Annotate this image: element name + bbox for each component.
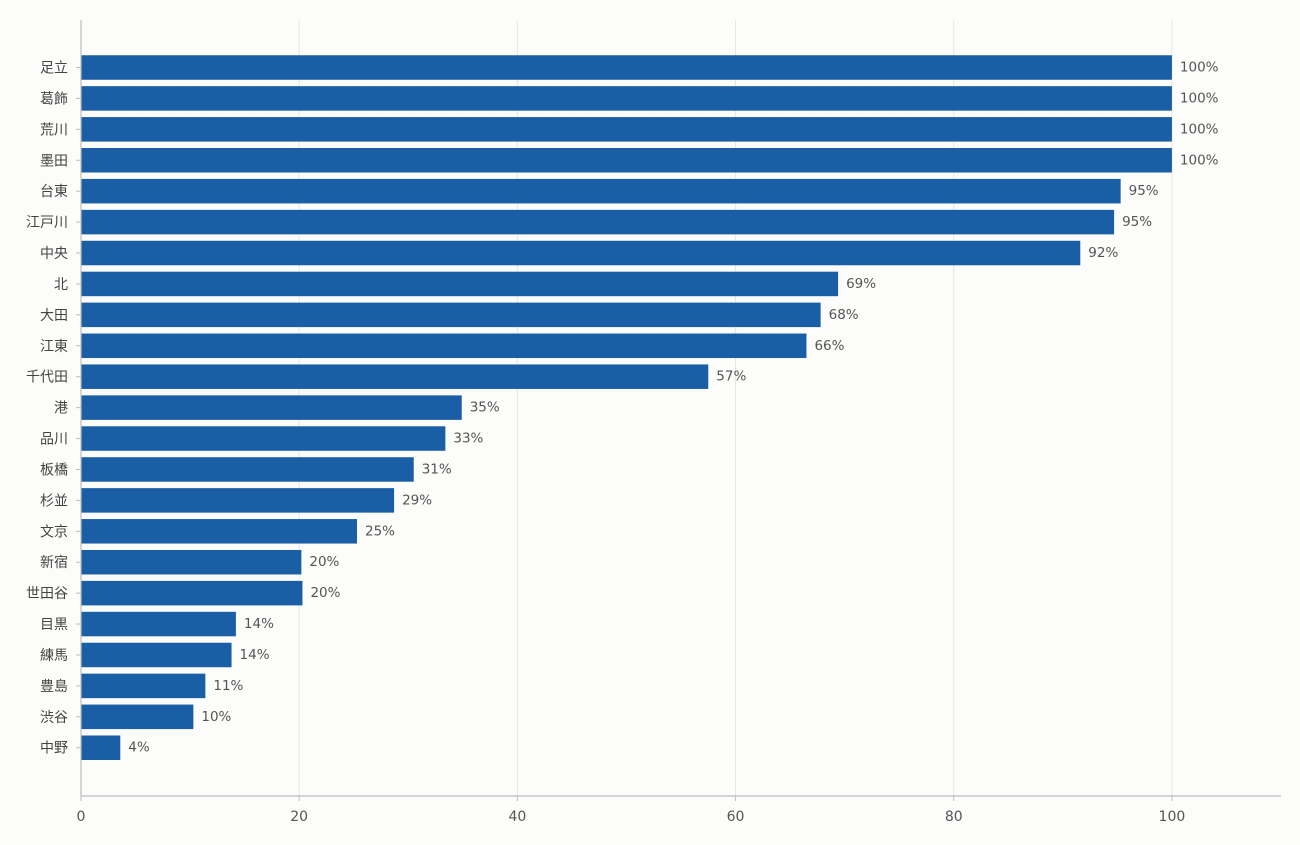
data-label: 100% xyxy=(1180,90,1219,106)
data-label: 57% xyxy=(716,369,746,385)
x-tick-label: 0 xyxy=(77,809,86,825)
data-label: 95% xyxy=(1129,183,1159,199)
category-label: 千代田 xyxy=(26,370,68,386)
bar-目黒 xyxy=(81,611,236,637)
bar-港 xyxy=(81,395,462,420)
x-tick-label: 100 xyxy=(1159,809,1186,825)
category-label: 渋谷 xyxy=(40,710,68,726)
category-label: 大田 xyxy=(40,308,68,324)
data-label: 4% xyxy=(128,740,150,756)
category-label: 中央 xyxy=(40,246,68,262)
bar-文京 xyxy=(81,519,357,544)
data-label: 66% xyxy=(814,338,844,354)
bar-練馬 xyxy=(81,642,232,668)
bar-大田 xyxy=(81,302,821,328)
category-label: 北 xyxy=(54,277,68,293)
category-label: 足立 xyxy=(40,61,68,77)
data-label: 100% xyxy=(1180,152,1219,168)
data-label: 100% xyxy=(1180,121,1219,137)
category-label: 江戸川 xyxy=(26,215,68,231)
category-label: 豊島 xyxy=(40,679,68,695)
category-label: 新宿 xyxy=(40,554,68,571)
category-label: 文京 xyxy=(40,524,68,540)
data-label: 31% xyxy=(422,461,452,477)
axes xyxy=(76,20,1281,801)
bar-葛飾 xyxy=(81,86,1172,111)
data-label: 25% xyxy=(365,523,395,539)
bars xyxy=(81,55,1172,760)
data-label: 35% xyxy=(470,400,500,416)
data-label: 14% xyxy=(244,616,274,632)
data-label: 11% xyxy=(213,678,243,694)
category-label: 中野 xyxy=(40,741,68,757)
category-label: 江東 xyxy=(40,339,68,355)
category-label: 目黒 xyxy=(40,617,68,633)
bar-足立 xyxy=(81,55,1172,80)
labels: 0 20 40 60 80 100 足立 100% 葛飾 100% 荒川 100% 墨田 100% 台東 95… xyxy=(26,60,1219,826)
bar-新宿 xyxy=(81,549,302,575)
bar-渋谷 xyxy=(81,704,194,730)
data-label: 69% xyxy=(846,276,876,292)
bar-台東 xyxy=(81,178,1121,204)
x-tick-label: 60 xyxy=(727,809,745,825)
data-label: 14% xyxy=(240,647,270,663)
data-label: 33% xyxy=(453,431,483,447)
category-label: 台東 xyxy=(40,184,68,200)
category-label: 練馬 xyxy=(40,648,68,664)
category-label: 品川 xyxy=(40,432,68,448)
bar-江東 xyxy=(81,333,807,359)
bar-中央 xyxy=(81,240,1081,266)
data-label: 92% xyxy=(1088,245,1118,261)
category-label: 港 xyxy=(54,401,68,417)
data-label: 100% xyxy=(1180,60,1219,76)
category-label: 荒川 xyxy=(40,122,68,138)
category-label: 世田谷 xyxy=(26,586,68,602)
category-label: 葛飾 xyxy=(40,91,68,107)
data-label: 20% xyxy=(310,585,340,601)
data-label: 68% xyxy=(829,307,859,323)
category-label: 杉並 xyxy=(40,493,68,509)
x-tick-label: 20 xyxy=(290,809,308,825)
bar-杉並 xyxy=(81,488,395,513)
bar-北 xyxy=(81,271,839,297)
x-tick-label: 40 xyxy=(508,809,526,825)
bar-江戸川 xyxy=(81,209,1115,235)
bar-中野 xyxy=(81,735,121,760)
data-label: 95% xyxy=(1122,214,1152,230)
data-label: 10% xyxy=(201,709,231,725)
bar-荒川 xyxy=(81,117,1172,142)
bar-墨田 xyxy=(81,148,1172,173)
data-label: 29% xyxy=(402,492,432,508)
bar-品川 xyxy=(81,426,446,451)
category-label: 墨田 xyxy=(40,153,68,169)
category-label: 板橋 xyxy=(40,462,68,478)
data-label: 20% xyxy=(309,554,339,570)
bar-板橋 xyxy=(81,457,414,482)
bar-豊島 xyxy=(81,673,206,699)
bar-世田谷 xyxy=(81,580,303,606)
x-tick-label: 80 xyxy=(945,809,963,825)
bar-千代田 xyxy=(81,364,709,389)
